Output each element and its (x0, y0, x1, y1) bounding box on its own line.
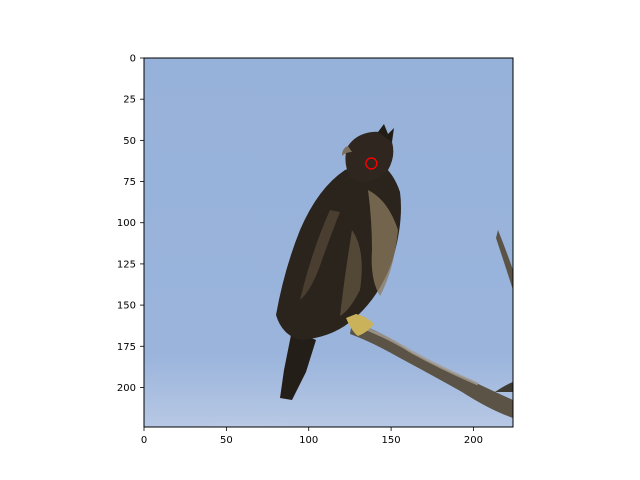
cloud (144, 375, 370, 427)
y-tick-label: 200 (117, 383, 136, 394)
x-tick-label: 100 (299, 435, 318, 446)
x-axis: 0 50 100 150 200 (141, 427, 483, 446)
y-tick-label: 150 (117, 301, 136, 312)
y-axis: 0 25 50 75 100 125 150 175 200 (117, 54, 144, 394)
x-tick-label: 0 (141, 435, 147, 446)
x-tick-label: 150 (382, 435, 401, 446)
y-tick-label: 25 (123, 95, 136, 106)
y-tick-label: 125 (117, 259, 136, 270)
tree-branch (350, 230, 513, 418)
y-tick-label: 0 (130, 54, 136, 65)
eagle-photo (144, 58, 513, 427)
keypoint-marker (365, 157, 378, 170)
y-tick-label: 100 (117, 218, 136, 229)
image-axes: 0 50 100 150 200 0 25 50 75 100 125 150 175 200 (117, 54, 514, 446)
y-tick-label: 75 (123, 177, 136, 188)
eagle (276, 124, 401, 400)
x-tick-label: 200 (464, 435, 483, 446)
x-tick-label: 50 (220, 435, 233, 446)
axes-frame (143, 57, 514, 428)
y-tick-label: 175 (117, 342, 136, 353)
y-tick-label: 50 (123, 136, 136, 147)
